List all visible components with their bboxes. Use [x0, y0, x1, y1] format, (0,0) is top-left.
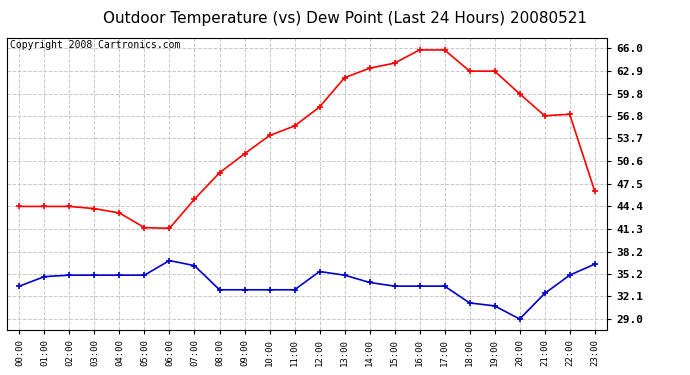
Text: Outdoor Temperature (vs) Dew Point (Last 24 Hours) 20080521: Outdoor Temperature (vs) Dew Point (Last… [103, 11, 587, 26]
Text: Copyright 2008 Cartronics.com: Copyright 2008 Cartronics.com [10, 40, 180, 50]
